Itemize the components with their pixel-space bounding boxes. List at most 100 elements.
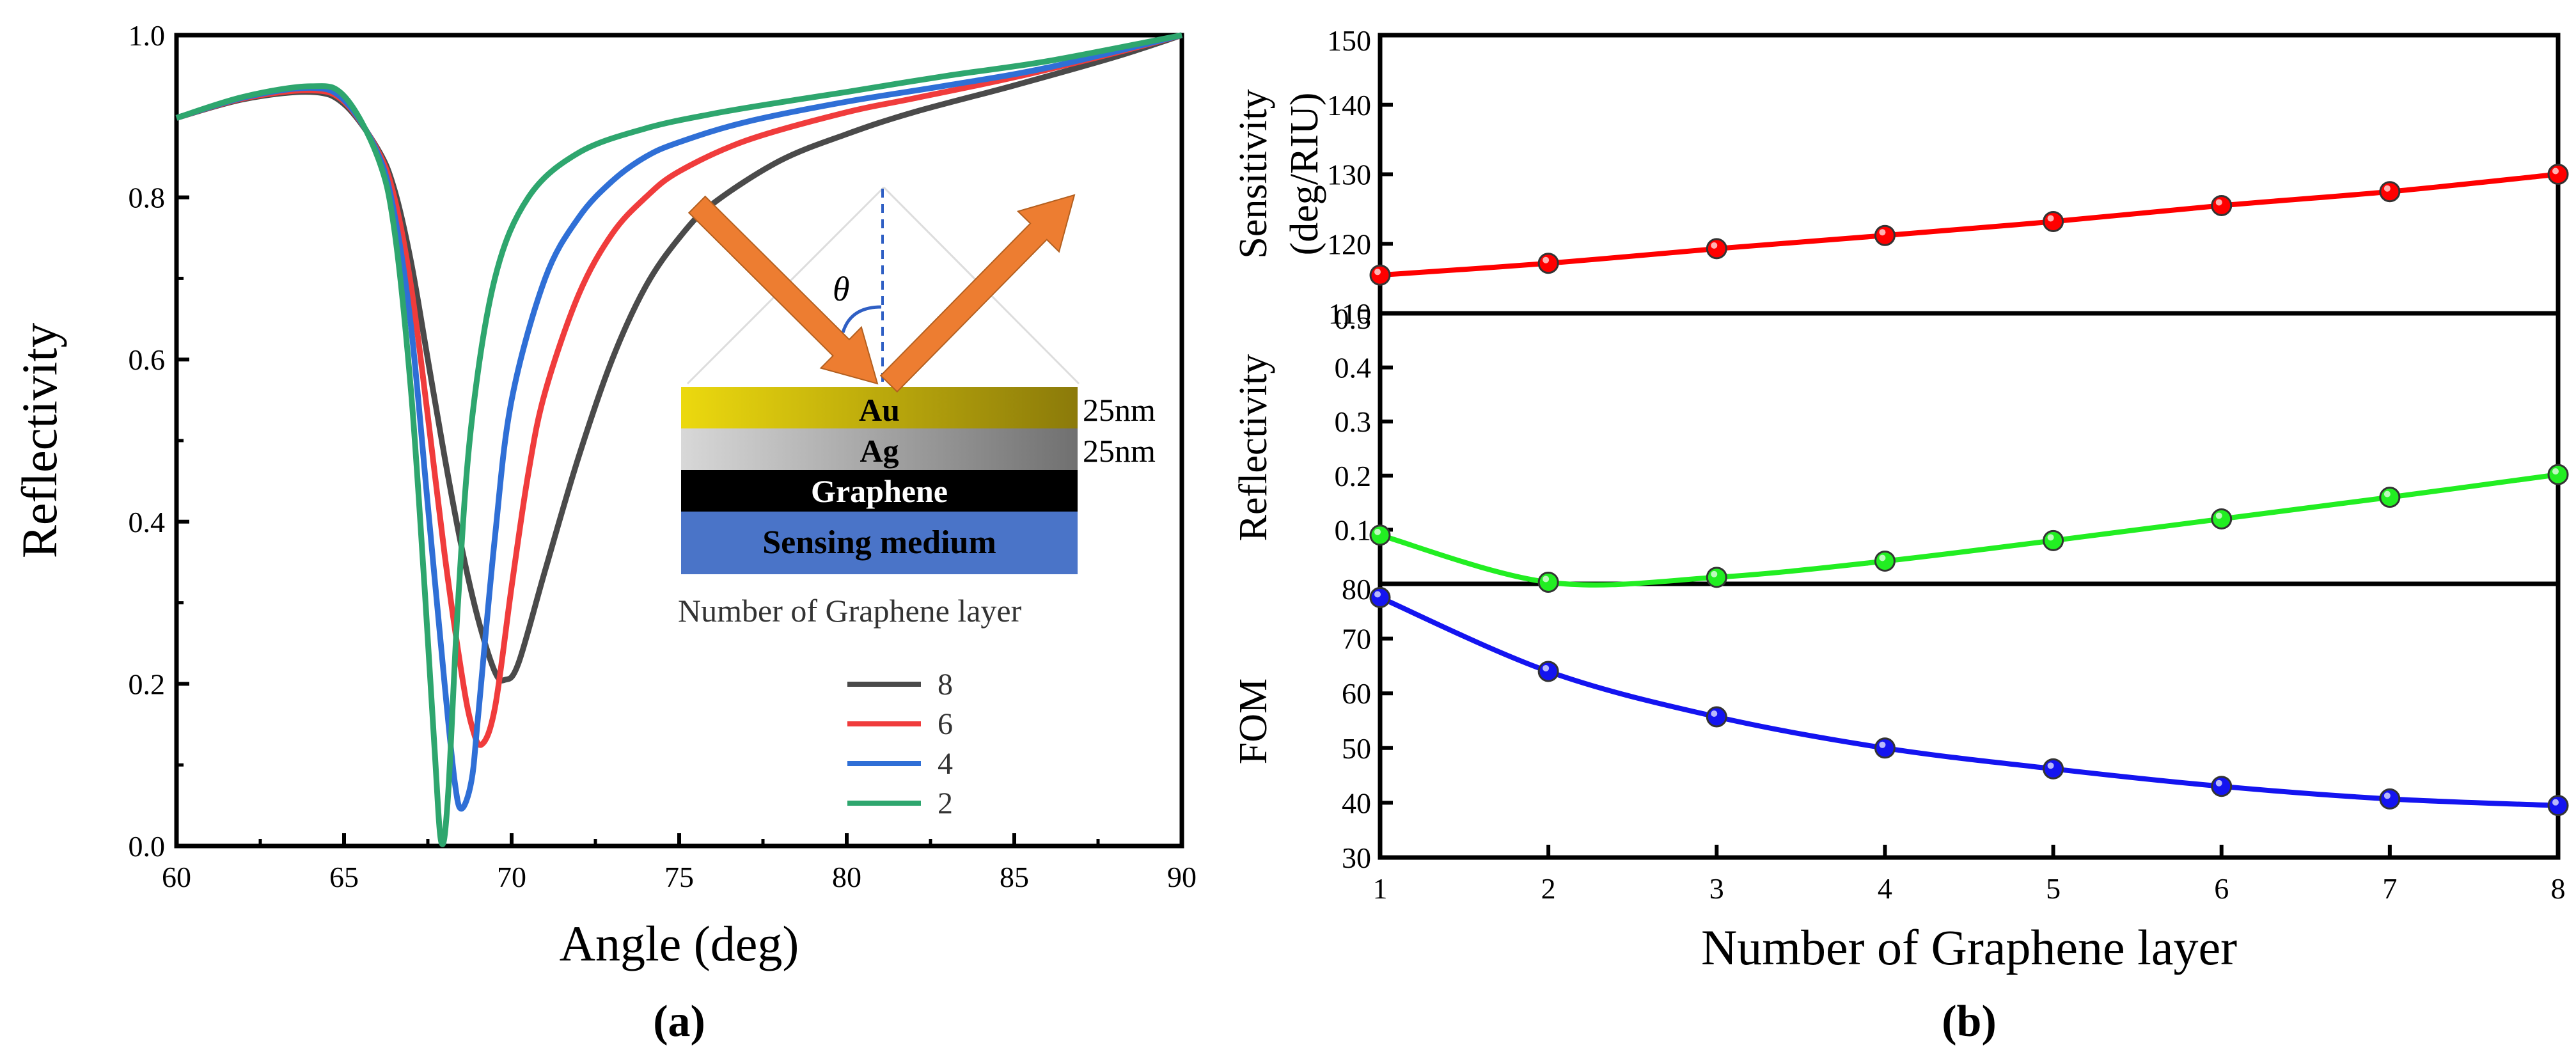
y-tick-label: 0.5 [1335,302,1372,335]
data-point [2211,508,2233,529]
data-point [1369,586,1391,608]
data-point-highlight [1879,554,1886,561]
data-point-highlight [2552,468,2559,475]
x-tick-label: 2 [1541,872,1556,905]
panel-a-x-axis-label: Angle (deg) [560,916,799,971]
x-tick-label: 6 [2214,872,2229,905]
curve-2-layers [175,32,1182,847]
panel-b-plot-frame [1378,33,2561,860]
data-point [1537,571,1559,593]
y-tick-label: 1.0 [129,19,166,52]
layer-ag [681,428,1078,470]
incidence-angle-symbol: θ [833,270,850,308]
y-tick-label: 0.2 [129,668,166,700]
data-point [1369,264,1391,286]
legend-entry-label: 4 [938,747,953,781]
x-tick-label: 60 [162,861,191,893]
layer-ag-thickness: 25nm [1083,433,1156,469]
data-point-highlight [1879,229,1886,236]
panel-a-ticks: 60 65 70 75 80 85 90 0.0 0.2 0.4 0.6 0.8 1.0 [129,19,1197,893]
y-tick-label: 60 [1342,677,1371,710]
data-point-highlight [1374,269,1381,276]
layer-au-thickness: 25nm [1083,392,1156,428]
x-tick-label: 90 [1167,861,1197,893]
data-point-highlight [2047,762,2054,769]
layer-au [681,387,1078,428]
data-point-highlight [2047,534,2054,541]
y-tick-label: 40 [1342,787,1371,819]
data-point-highlight [2552,799,2559,806]
legend-entry-label: 6 [938,707,953,741]
layer-graphene [681,470,1078,512]
data-point [2547,164,2569,185]
data-point [2211,776,2233,797]
y-tick-label: 140 [1327,89,1371,121]
x-tick-label: 70 [497,861,526,893]
data-point [1537,253,1559,274]
panel-a-legend: Number of Graphene layer 8 6 4 2 [678,593,1022,820]
data-point-highlight [2215,780,2222,787]
layer-ag-label: Ag [860,433,899,469]
data-point-highlight [1543,664,1550,671]
data-point [2379,181,2401,203]
panel-a: 60 65 70 75 80 85 90 0.0 0.2 0.4 0.6 0.8 1.0 θ [12,19,1197,1046]
x-tick-label: 75 [664,861,694,893]
incident-arrow [687,195,879,385]
legend-title: Number of Graphene layer [678,593,1022,629]
data-point-highlight [2384,792,2391,799]
x-tick-label: 3 [1709,872,1724,905]
x-tick-label: 5 [2046,872,2061,905]
y-tick-label: 0.6 [129,343,166,376]
y-tick-label: 130 [1327,159,1371,191]
data-point [2379,487,2401,508]
fom-axis-label: FOM [1232,678,1275,764]
reflected-arrow [879,194,1076,393]
x-tick-label: 65 [329,861,359,893]
layer-au-label: Au [859,392,900,428]
y-tick-label: 0.3 [1335,405,1372,438]
x-tick-label: 80 [832,861,861,893]
data-point-highlight [1711,242,1718,249]
panel-b-label: (b) [1942,997,1997,1046]
data-point-highlight [2047,215,2054,222]
x-tick-label: 85 [1000,861,1029,893]
panel-b-x-axis-label: Number of Graphene layer [1701,920,2237,975]
y-tick-label: 0.8 [129,182,166,214]
layer-sensing-medium [681,512,1078,574]
data-point [1706,706,1727,728]
data-point [1706,238,1727,260]
y-tick-label: 0.4 [1335,352,1372,384]
layer-graphene-label: Graphene [811,473,948,509]
panel-a-curves [175,32,1183,847]
data-point [2547,795,2569,817]
data-point-highlight [1374,591,1381,598]
data-point [1874,737,1896,759]
y-tick-label: 50 [1342,732,1371,765]
legend-entry-label: 8 [938,668,953,701]
y-tick-label: 0.4 [129,506,166,538]
data-point [1874,224,1896,246]
y-tick-label: 0.2 [1335,460,1372,492]
inset-schematic: θ Au Ag Graphene Sensing medium 25nm 25n [681,186,1156,574]
x-tick-label: 4 [1878,872,1892,905]
data-point-highlight [2384,185,2391,192]
reflectivity-axis-label: Reflectivity [1232,354,1275,542]
panel-b-ticks: 1 2 3 4 5 6 7 8 110 120 130 140 150 0.1 0.2 0.3 0.4 0.5 30… [1327,24,2566,905]
layer-sensing-medium-label: Sensing medium [762,524,996,561]
data-point [1706,567,1727,588]
data-point [2547,464,2569,485]
x-tick-label: 1 [1373,872,1388,905]
data-point [2379,788,2401,810]
y-tick-label: 0.1 [1335,513,1372,546]
data-point [2043,758,2064,780]
series-line-sensitivity [1379,171,2559,278]
data-point [1369,524,1391,546]
y-tick-label: 120 [1327,228,1371,260]
incidence-angle-arc [841,305,882,333]
data-point-highlight [1879,741,1886,748]
panel-a-y-axis-label: Reflectivity [12,323,67,558]
curve-8-layers [175,32,1183,684]
data-point [1537,661,1559,682]
data-point [1874,550,1896,572]
series-line-reflectivity [1379,472,2559,588]
